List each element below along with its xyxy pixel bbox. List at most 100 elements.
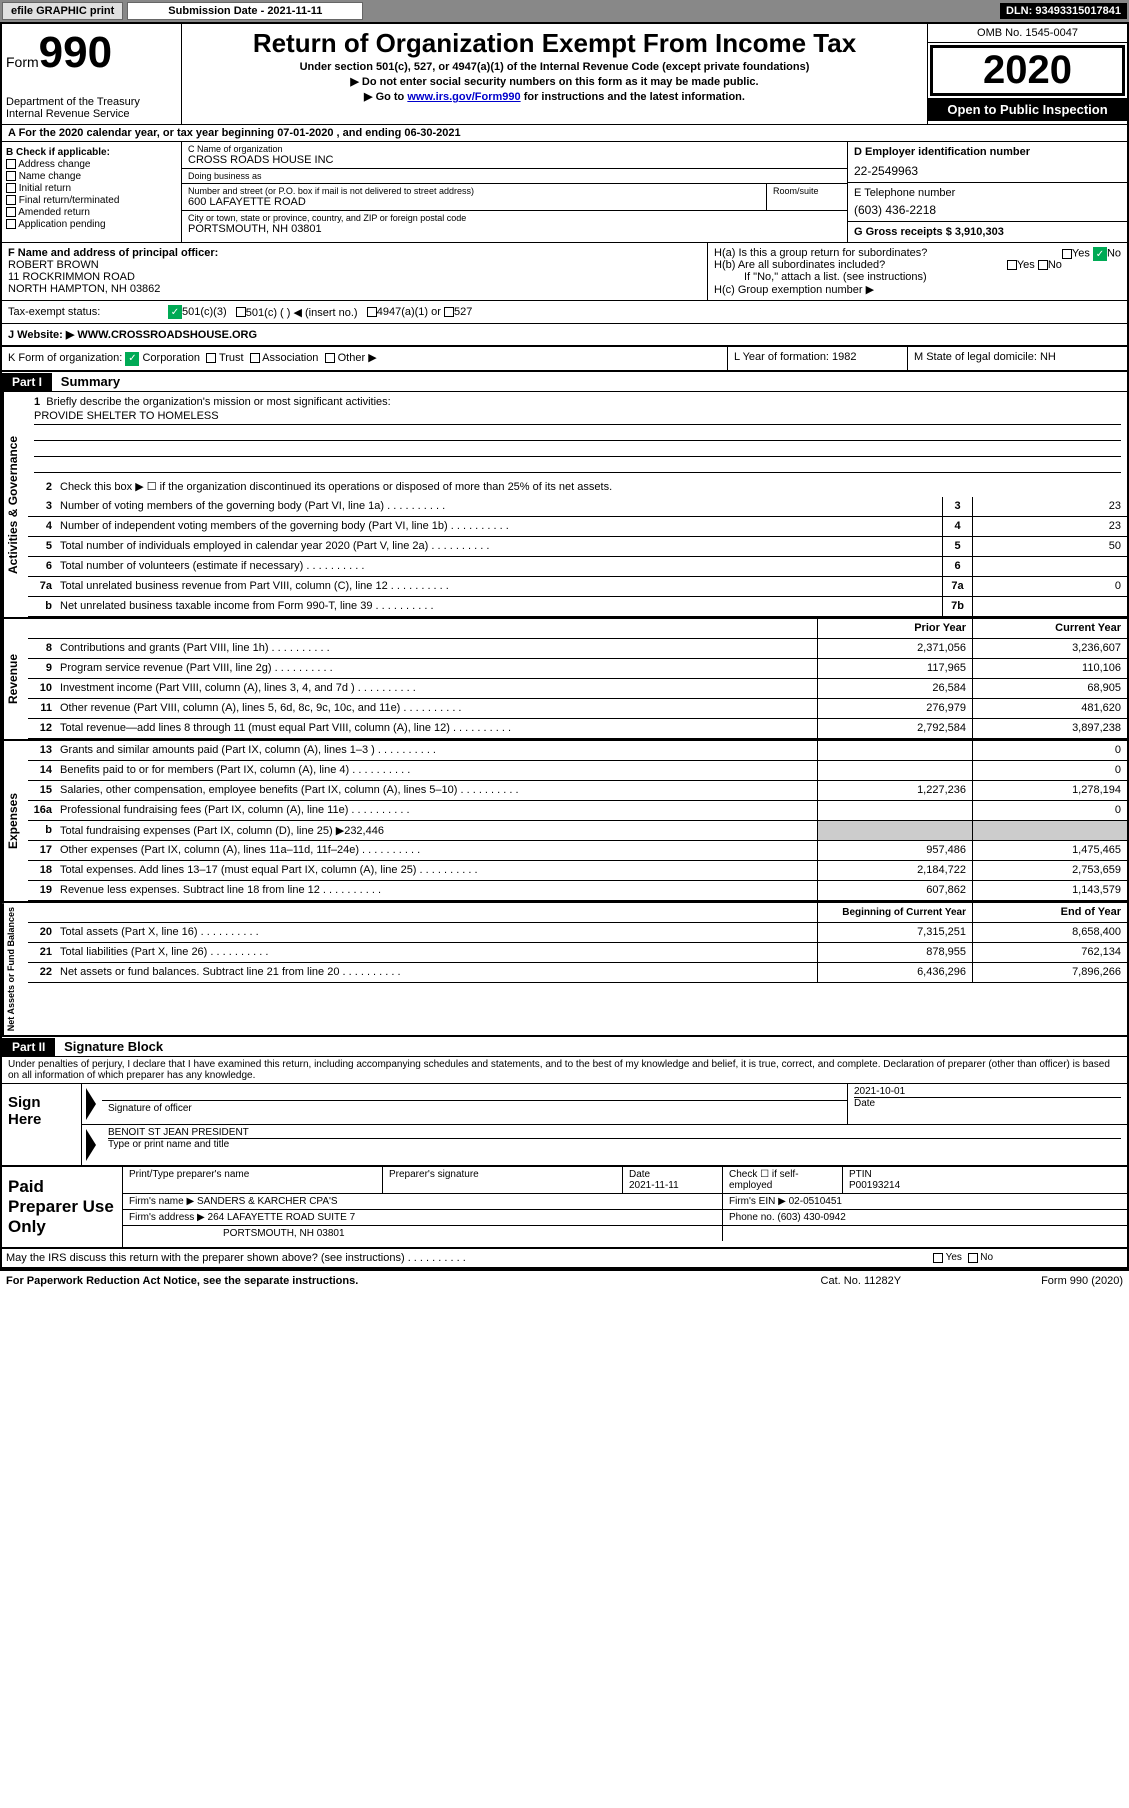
governance-side-label: Activities & Governance [2, 392, 28, 617]
colb-checkbox[interactable] [6, 171, 16, 181]
col-b-checkboxes: B Check if applicable: Address change Na… [2, 142, 182, 242]
colb-checkbox[interactable] [6, 159, 16, 169]
colb-checkbox[interactable] [6, 207, 16, 217]
corp-checkbox-checked[interactable]: ✓ [125, 352, 139, 366]
top-bar: efile GRAPHIC print Submission Date - 20… [0, 0, 1129, 22]
ha-yes-checkbox[interactable] [1062, 249, 1072, 259]
block-bcd: B Check if applicable: Address change Na… [2, 142, 1127, 243]
mission-question: Briefly describe the organization's miss… [46, 396, 390, 408]
exp-line-text: Total expenses. Add lines 13–17 (must eq… [56, 862, 817, 878]
form-subtitle: Under section 501(c), 527, or 4947(a)(1)… [186, 61, 923, 73]
discuss-no-checkbox[interactable] [968, 1253, 978, 1263]
rev-prior: 117,965 [817, 659, 972, 678]
prep-date-label: Date [629, 1169, 716, 1180]
rev-line-text: Total revenue—add lines 8 through 11 (mu… [56, 720, 817, 736]
firm-tel-label: Phone no. [729, 1212, 775, 1223]
website-label: J Website: ▶ [8, 329, 74, 341]
firm-ein: 02-0510451 [789, 1196, 842, 1207]
firm-addr: 264 LAFAYETTE ROAD SUITE 7 [208, 1212, 356, 1223]
officer-label: F Name and address of principal officer: [8, 247, 701, 259]
governance-section: Activities & Governance 1 Briefly descri… [2, 392, 1127, 619]
net-prior: 878,955 [817, 943, 972, 962]
exp-line-text: Other expenses (Part IX, column (A), lin… [56, 842, 817, 858]
4947-checkbox[interactable] [367, 307, 377, 317]
gov-line-val: 23 [972, 497, 1127, 516]
col-h-group: H(a) Is this a group return for subordin… [707, 243, 1127, 300]
colb-checkbox[interactable] [6, 219, 16, 229]
hb-no-checkbox[interactable] [1038, 260, 1048, 270]
discuss-yes-checkbox[interactable] [933, 1253, 943, 1263]
footer: For Paperwork Reduction Act Notice, see … [0, 1271, 1129, 1291]
form-title: Return of Organization Exempt From Incom… [186, 28, 923, 59]
paid-preparer-label: Paid Preparer Use Only [2, 1167, 122, 1247]
gross-receipts: G Gross receipts $ 3,910,303 [848, 222, 1127, 242]
irs-discuss-question: May the IRS discuss this return with the… [2, 1250, 927, 1266]
net-line-text: Total liabilities (Part X, line 26) [56, 944, 817, 960]
part1-title: Summary [55, 372, 126, 391]
rev-current: 481,620 [972, 699, 1127, 718]
ha-no-checkbox-checked[interactable]: ✓ [1093, 247, 1107, 261]
net-prior: 7,315,251 [817, 923, 972, 942]
sign-arrow-icon [86, 1088, 96, 1120]
header-title-block: Return of Organization Exempt From Incom… [182, 24, 927, 124]
row-klm: K Form of organization: ✓ Corporation Tr… [2, 347, 1127, 372]
org-name: CROSS ROADS HOUSE INC [188, 154, 841, 166]
dept-treasury: Department of the Treasury Internal Reve… [6, 96, 177, 120]
assoc-checkbox[interactable] [250, 353, 260, 363]
exp-line-text: Benefits paid to or for members (Part IX… [56, 762, 817, 778]
net-current: 8,658,400 [972, 923, 1127, 942]
ssn-warning: ▶ Do not enter social security numbers o… [186, 75, 923, 88]
ha-label: H(a) Is this a group return for subordin… [714, 247, 927, 259]
501c3-checkbox-checked[interactable]: ✓ [168, 305, 182, 319]
firm-name: SANDERS & KARCHER CPA'S [197, 1196, 338, 1207]
trust-checkbox[interactable] [206, 353, 216, 363]
gov-line-val: 0 [972, 577, 1127, 596]
exp-prior: 2,184,722 [817, 861, 972, 880]
firm-tel: (603) 430-0942 [777, 1212, 845, 1223]
mission-value: PROVIDE SHELTER TO HOMELESS [34, 408, 1121, 425]
city-label: City or town, state or province, country… [188, 213, 841, 223]
prior-year-header: Prior Year [817, 619, 972, 638]
website-value: WWW.CROSSROADSHOUSE.ORG [77, 329, 257, 341]
527-checkbox[interactable] [444, 307, 454, 317]
exp-current: 1,143,579 [972, 881, 1127, 900]
rev-prior: 2,371,056 [817, 639, 972, 658]
submission-date: Submission Date - 2021-11-11 [127, 2, 363, 20]
part2-badge: Part II [2, 1038, 55, 1056]
colb-checkbox[interactable] [6, 183, 16, 193]
gov-line-val [972, 597, 1127, 616]
expenses-section: Expenses 13Grants and similar amounts pa… [2, 741, 1127, 903]
efile-print-button[interactable]: efile GRAPHIC print [2, 2, 123, 20]
end-year-header: End of Year [972, 903, 1127, 922]
colb-checkbox[interactable] [6, 195, 16, 205]
row-a-tax-year: A For the 2020 calendar year, or tax yea… [2, 125, 1127, 142]
form-header: Form990 Department of the Treasury Inter… [2, 24, 1127, 125]
tax-year: 2020 [930, 45, 1125, 96]
hb-yes-checkbox[interactable] [1007, 260, 1017, 270]
firm-addr-label: Firm's address ▶ [129, 1212, 205, 1223]
state-domicile: M State of legal domicile: NH [907, 347, 1127, 370]
net-current: 7,896,266 [972, 963, 1127, 982]
gov-line-text: Total unrelated business revenue from Pa… [56, 578, 942, 594]
firm-city: PORTSMOUTH, NH 03801 [123, 1226, 723, 1241]
501c-checkbox[interactable] [236, 307, 246, 317]
rev-prior: 276,979 [817, 699, 972, 718]
officer-addr1: 11 ROCKRIMMON ROAD [8, 271, 701, 283]
net-line-text: Net assets or fund balances. Subtract li… [56, 964, 817, 980]
omb-number: OMB No. 1545-0047 [928, 24, 1127, 43]
exp-current: 1,278,194 [972, 781, 1127, 800]
part1-badge: Part I [2, 373, 52, 391]
exp-prior: 957,486 [817, 841, 972, 860]
exp-line-text: Revenue less expenses. Subtract line 18 … [56, 882, 817, 898]
dln: DLN: 93493315017841 [1000, 3, 1127, 19]
open-to-public: Open to Public Inspection [928, 98, 1127, 121]
irs-link[interactable]: www.irs.gov/Form990 [407, 91, 520, 103]
gov-line-text: Net unrelated business taxable income fr… [56, 598, 942, 614]
row-j-website: J Website: ▶ WWW.CROSSROADSHOUSE.ORG [2, 324, 1127, 347]
col-b-label: B Check if applicable: [6, 147, 177, 158]
form-of-org-label: K Form of organization: [8, 352, 122, 364]
exp-current [972, 821, 1127, 840]
sig-name: BENOIT ST JEAN PRESIDENT [108, 1127, 1121, 1138]
sign-here-block: Sign Here Signature of officer 2021-10-0… [2, 1084, 1127, 1167]
other-checkbox[interactable] [325, 353, 335, 363]
